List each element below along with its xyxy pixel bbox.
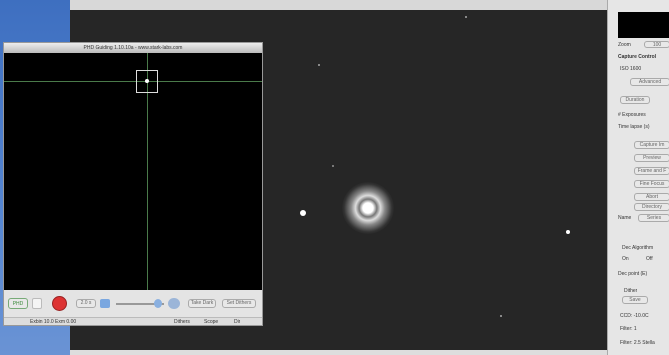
star <box>300 210 306 216</box>
star <box>566 230 570 234</box>
window-title: PHD Guiding 1.10.10a - www.stark-labs.co… <box>4 43 262 53</box>
phd-window: PHD Guiding 1.10.10a - www.stark-labs.co… <box>3 42 263 326</box>
dec-point: Dec point (E) <box>618 271 648 277</box>
status-scope: Scope <box>204 319 219 325</box>
ccd: CCD: -10.0C <box>620 313 649 319</box>
phd-button[interactable]: PHD <box>8 298 28 309</box>
stop-button[interactable] <box>52 296 67 311</box>
status-dir: Dir <box>234 319 241 325</box>
star <box>332 165 334 167</box>
dither: Dither <box>624 288 638 294</box>
save[interactable]: Save <box>622 296 648 304</box>
star <box>318 64 320 66</box>
guide-star <box>145 79 149 83</box>
side-panel: Zoom 100 Capture Control ISO 1600 Advanc… <box>607 0 669 355</box>
star <box>465 16 467 18</box>
iso[interactable]: ISO 1600 <box>620 66 642 72</box>
name-value[interactable]: Series <box>638 214 669 222</box>
gamma-slider[interactable] <box>116 303 164 305</box>
fine-focus[interactable]: Fine Focus <box>634 180 669 188</box>
time-lapse: Time lapse (s) <box>618 124 650 130</box>
star <box>500 315 502 317</box>
guide-box <box>136 70 158 93</box>
on[interactable]: On <box>622 256 629 262</box>
off[interactable]: Off <box>646 256 653 262</box>
advanced[interactable]: Advanced <box>630 78 669 86</box>
zoom-value[interactable]: 100 <box>644 41 669 48</box>
bright-star <box>342 182 394 234</box>
status-info: Exbin 10.0 Exm 0.00 <box>30 319 77 325</box>
zoom-label: Zoom <box>618 42 631 48</box>
dropdown[interactable] <box>100 299 110 308</box>
status-bar: Exbin 10.0 Exm 0.00 Dithers Scope Dir <box>4 317 262 325</box>
slider-thumb[interactable] <box>154 299 162 308</box>
directory[interactable]: Directory <box>634 203 669 211</box>
abort[interactable]: Abort <box>634 193 669 201</box>
loop-button[interactable] <box>32 298 42 309</box>
filter-1: Filter: 1 <box>620 326 637 332</box>
status-dithers: Dithers <box>174 319 190 325</box>
toolbar: PHD 2.0 s Take Dark Set Dithers <box>4 290 262 317</box>
capture[interactable]: Capture Im <box>634 141 669 149</box>
bottom-bar <box>70 350 607 355</box>
dec-guide: Dec Algorithm <box>622 245 654 251</box>
exposures: # Exposures <box>618 112 646 118</box>
brain-button[interactable] <box>168 298 180 309</box>
section-title: Capture Control <box>618 54 657 60</box>
crosshair-h <box>4 81 262 82</box>
take-dark[interactable]: Take Dark <box>188 299 216 308</box>
preview-thumb <box>618 12 669 38</box>
preview[interactable]: Preview <box>634 154 669 162</box>
exposure-select[interactable]: 2.0 s <box>76 299 96 308</box>
frame[interactable]: Frame and F <box>634 167 669 175</box>
crosshair-v <box>147 53 148 290</box>
set-dithers[interactable]: Set Dithers <box>222 299 256 308</box>
guide-image <box>4 53 262 290</box>
filter-2: Filter: 2.5 Stella <box>620 340 655 346</box>
duration[interactable]: Duration <box>620 96 650 104</box>
menu-bar <box>70 0 610 10</box>
name-label: Name <box>618 215 632 221</box>
